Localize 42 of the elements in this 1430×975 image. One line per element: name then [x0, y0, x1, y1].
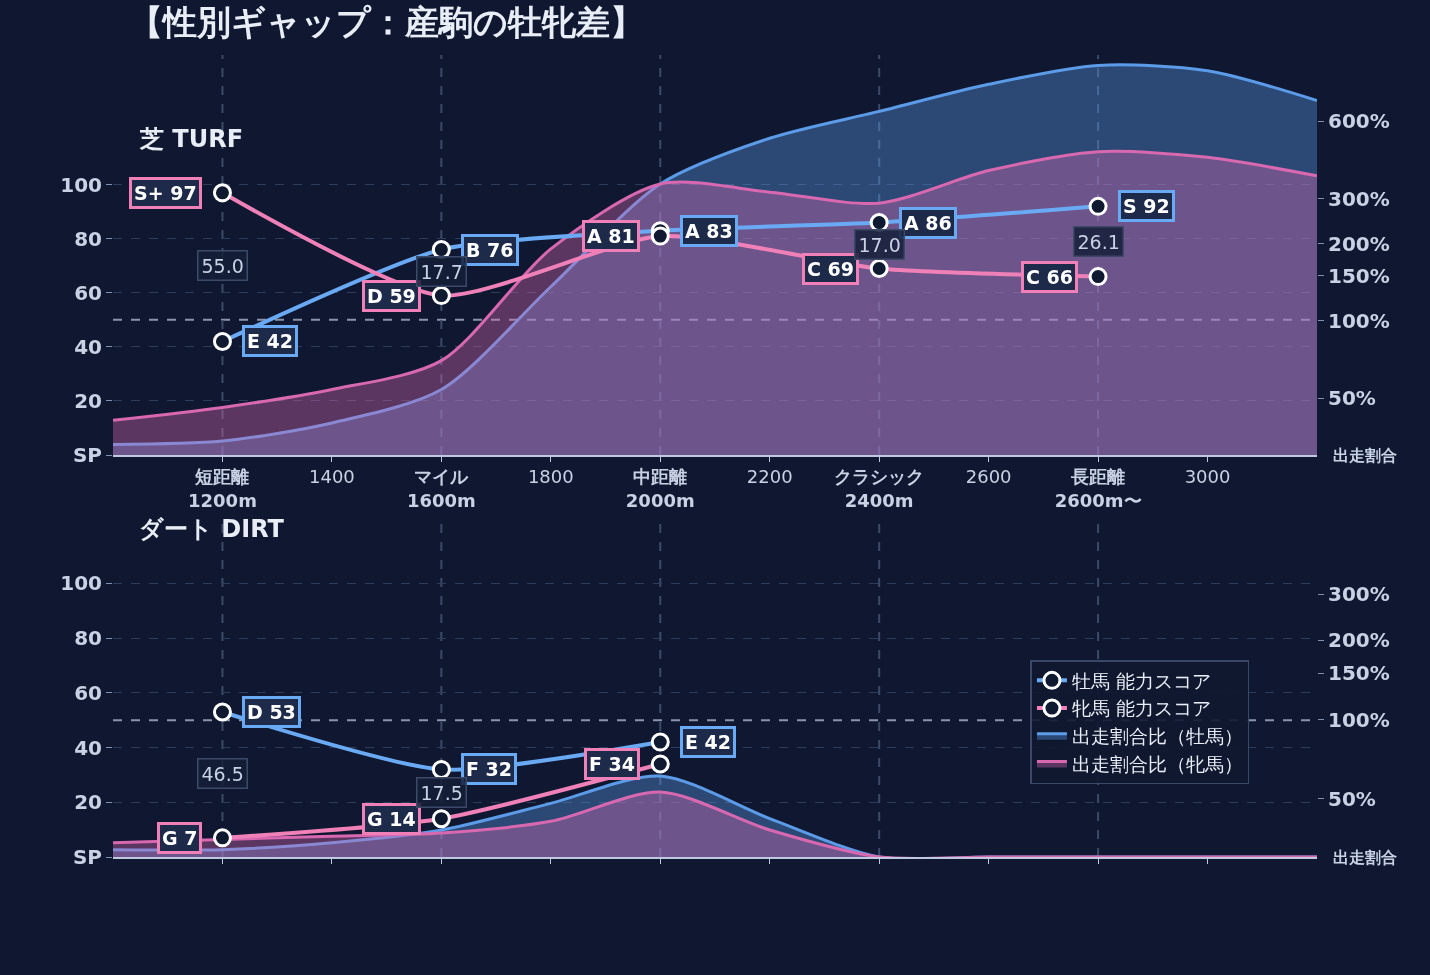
- y2-tick-label: 150%: [1328, 263, 1390, 288]
- x-tick-label: 2600: [965, 466, 1012, 488]
- y-tick-label: 40: [74, 334, 102, 359]
- x-tick-label: 中距離 2000m: [625, 466, 695, 511]
- x-tick-label: 1800: [527, 466, 574, 488]
- y2-tick-label: 300%: [1328, 186, 1390, 211]
- chart-title: 【性別ギャップ：産駒の牡牝差】: [128, 1, 644, 42]
- x-tick-label: 1400: [309, 466, 355, 488]
- legend-label: 牡馬 能力スコア: [1071, 669, 1211, 692]
- y-tick-label: 40: [74, 735, 102, 760]
- y2-tick-label: 150%: [1328, 661, 1390, 686]
- y2-tick-label: 200%: [1328, 231, 1390, 256]
- x-tick-label: 長距離 2600m〜: [1054, 466, 1142, 511]
- y2-tick-label: 100%: [1328, 308, 1390, 333]
- chart-title: ダート DIRT: [139, 515, 285, 543]
- legend-label: 出走割合比（牝馬）: [1071, 752, 1243, 775]
- y-tick-label: 80: [74, 226, 102, 251]
- y-tick-label: 100: [60, 172, 102, 197]
- x-tick-label: 3000: [1184, 466, 1231, 488]
- legend-label: 牝馬 能力スコア: [1071, 697, 1211, 720]
- y-tick-label: 80: [74, 626, 102, 651]
- y2-axis-title: 出走割合: [1333, 446, 1397, 465]
- y2-tick-label: 50%: [1328, 786, 1376, 811]
- y-tick-label: 20: [74, 790, 102, 815]
- text: 芝 TURF: [139, 125, 244, 153]
- y-tick-label: SP: [72, 845, 102, 869]
- y2-tick-label: 600%: [1328, 109, 1390, 134]
- x-tick-label: クラシック 2400m: [834, 466, 925, 511]
- y-tick-label: 20: [74, 388, 102, 413]
- x-tick-label: 2200: [746, 466, 793, 488]
- y2-tick-label: 300%: [1328, 582, 1390, 607]
- y-tick-label: SP: [72, 443, 102, 467]
- x-tick-label: マイル 1600m: [406, 466, 476, 511]
- y-tick-label: 100: [60, 571, 102, 596]
- y-tick-label: 60: [74, 280, 102, 305]
- y2-tick-label: 200%: [1328, 628, 1390, 653]
- y-tick-label: 60: [74, 680, 102, 705]
- y2-axis-title: 出走割合: [1333, 848, 1397, 867]
- y2-tick-label: 100%: [1328, 707, 1390, 732]
- legend-label: 出走割合比（牡馬）: [1071, 725, 1243, 748]
- x-tick-label: 短距離 1200m: [188, 466, 257, 511]
- y2-tick-label: 50%: [1328, 386, 1376, 411]
